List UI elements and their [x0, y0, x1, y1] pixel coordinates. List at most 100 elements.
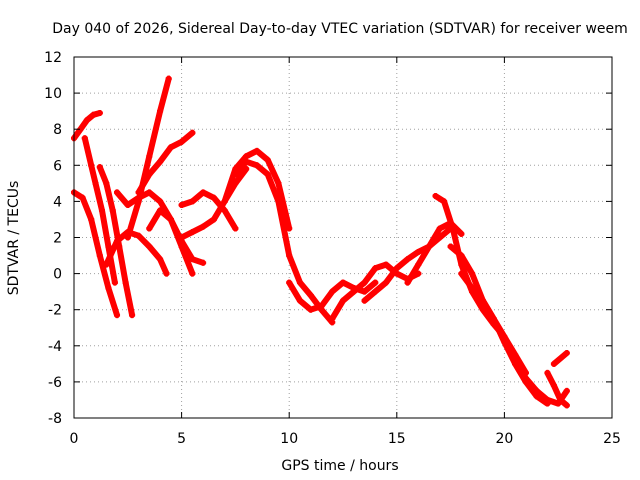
data-point	[105, 243, 112, 250]
data-point	[383, 261, 390, 268]
data-point	[479, 297, 486, 304]
data-point	[105, 285, 112, 292]
data-point	[167, 216, 174, 223]
series-sat-i	[146, 207, 207, 266]
data-point	[275, 180, 282, 187]
data-point	[544, 369, 551, 376]
data-point	[122, 279, 129, 286]
data-point	[210, 216, 217, 223]
data-point	[563, 402, 570, 409]
data-point	[81, 135, 88, 142]
data-point	[501, 339, 508, 346]
data-point	[98, 207, 105, 214]
x-tick-label: 15	[388, 431, 406, 447]
data-point	[286, 279, 293, 286]
series-sat-o	[329, 261, 422, 322]
series-sat-w	[550, 350, 570, 367]
y-tick-label: 12	[44, 50, 62, 66]
data-point	[114, 189, 121, 196]
data-point	[189, 129, 196, 136]
data-point	[210, 194, 217, 201]
data-point	[372, 279, 379, 286]
data-point	[109, 207, 116, 214]
y-tick-label: -4	[48, 339, 62, 355]
data-point	[329, 288, 336, 295]
data-point	[114, 312, 121, 319]
data-point	[135, 189, 142, 196]
data-point	[124, 202, 131, 209]
series-sat-g	[124, 75, 172, 241]
data-point	[189, 229, 196, 236]
data-point	[458, 270, 465, 277]
data-point	[129, 312, 136, 319]
series-sat-v	[544, 369, 570, 409]
y-tick-label: 10	[44, 86, 62, 102]
data-point	[372, 288, 379, 295]
x-tick-label: 20	[495, 431, 513, 447]
data-point	[264, 171, 271, 178]
data-point	[253, 147, 260, 154]
data-point	[557, 396, 564, 403]
data-point	[329, 315, 336, 322]
data-point	[92, 180, 99, 187]
data-point	[146, 153, 153, 160]
y-tick-label: 0	[53, 267, 62, 283]
series-sat-j	[178, 189, 239, 232]
data-point	[146, 243, 153, 250]
series-sat-l	[221, 147, 293, 232]
data-point	[157, 198, 164, 205]
data-point	[340, 297, 346, 304]
data-point	[163, 270, 170, 277]
data-point	[243, 153, 250, 160]
data-point	[178, 202, 185, 209]
data-point	[146, 189, 153, 196]
series-sat-e	[103, 229, 170, 277]
data-point	[426, 243, 433, 250]
data-point	[157, 158, 164, 165]
x-tick-label: 25	[603, 431, 621, 447]
data-point	[178, 234, 185, 241]
data-points	[71, 75, 570, 409]
data-point	[522, 378, 529, 385]
data-point	[393, 265, 400, 272]
series-trace	[544, 369, 570, 409]
data-point	[103, 261, 110, 268]
series-sat-d	[96, 164, 136, 319]
series-sat-a	[71, 109, 103, 142]
data-point	[200, 189, 207, 196]
data-point	[264, 156, 271, 163]
data-point	[146, 171, 153, 178]
data-point	[232, 225, 239, 232]
y-tick-label: 8	[53, 122, 62, 138]
data-point	[178, 138, 185, 145]
data-point	[318, 303, 325, 310]
data-point	[447, 243, 454, 250]
data-point	[200, 223, 207, 230]
grid-lines	[74, 57, 612, 418]
data-point	[114, 238, 121, 245]
data-point	[243, 158, 250, 165]
data-point	[165, 75, 172, 82]
data-point	[243, 165, 250, 172]
data-point	[157, 256, 164, 263]
data-point	[167, 144, 174, 151]
data-point	[296, 279, 303, 286]
data-point	[458, 230, 465, 237]
data-point	[189, 256, 196, 263]
data-point	[490, 315, 497, 322]
data-point	[232, 171, 239, 178]
data-point	[157, 108, 164, 115]
data-point	[350, 288, 357, 295]
y-tick-label: 2	[53, 231, 62, 247]
data-point	[88, 162, 95, 169]
data-point	[340, 279, 346, 286]
data-point	[307, 306, 314, 313]
data-point	[550, 360, 557, 367]
chart-title: Day 040 of 2026, Sidereal Day-to-day VTE…	[52, 21, 628, 37]
y-axis-label: SDTVAR / TECUs	[6, 181, 22, 296]
x-axis-label: GPS time / hours	[281, 458, 398, 474]
data-point	[135, 198, 142, 205]
data-point	[189, 270, 196, 277]
data-point	[361, 288, 368, 295]
data-point	[124, 234, 131, 241]
